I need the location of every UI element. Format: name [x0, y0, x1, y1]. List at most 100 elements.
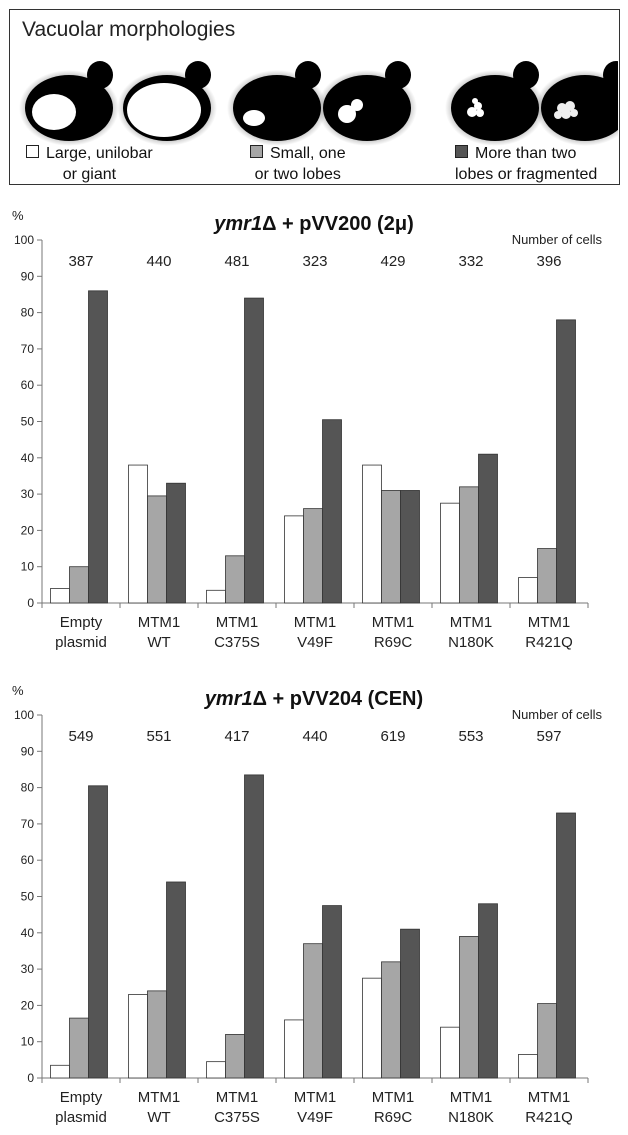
bar [244, 774, 264, 1079]
bar-chart-pvv200: ymr1Δ + pVV200 (2μ)% Number of cells 0 10 20… [12, 208, 603, 651]
bar [166, 881, 186, 1079]
x-tick-label: MTM1 [216, 614, 259, 631]
bar-chart-pvv204: ymr1Δ + pVV204 (CEN)% Number of cells 0 10 2… [12, 683, 603, 1126]
x-tick-label: WT [147, 634, 170, 651]
bar [69, 566, 89, 604]
bar [459, 486, 479, 604]
x-tick-label: N180K [448, 634, 494, 651]
bar [284, 515, 304, 604]
x-tick-label: MTM1 [294, 1089, 337, 1106]
y-tick-label: 40 [21, 926, 35, 940]
bar [518, 577, 538, 604]
legend-item-large-line2: or giant [62, 166, 117, 183]
chart-title-rest: Δ + pVV200 (2μ) [262, 213, 414, 235]
cell-count-label: 323 [302, 253, 327, 270]
y-tick-label: 40 [21, 451, 35, 465]
bar [381, 961, 401, 1079]
x-tick-label: MTM1 [528, 614, 571, 631]
bar [478, 903, 498, 1079]
legend-item-small-line1: Small, one [270, 145, 346, 162]
bar [225, 555, 245, 604]
bar [537, 548, 557, 604]
x-tick-label: Empty [60, 614, 103, 631]
bar [244, 297, 264, 604]
chart-title: ymr1Δ + pVV200 (2μ) [213, 213, 413, 235]
bar [322, 905, 342, 1079]
y-tick-label: 10 [21, 1035, 35, 1049]
bar [518, 1054, 538, 1079]
cell-fragmented-vacuole-2 [535, 61, 618, 146]
x-tick-label: plasmid [55, 1109, 107, 1126]
y-tick-label: 100 [14, 708, 34, 722]
vacuole-cell-illustrations [19, 61, 618, 146]
bar [50, 588, 70, 604]
y-tick-label: 70 [21, 342, 35, 356]
y-tick-label: 0 [27, 1071, 34, 1085]
bar [303, 943, 323, 1079]
legend-box: Vacuolar morphologies [9, 9, 620, 185]
bar [128, 464, 148, 604]
cell-count-label: 553 [458, 728, 483, 745]
cell-count-label: 440 [146, 253, 171, 270]
bar [88, 785, 108, 1079]
cell-count-label: 481 [224, 253, 249, 270]
bar [556, 319, 576, 604]
legend-item-large-line1: Large, unilobar [46, 145, 153, 162]
x-tick-label: C375S [214, 634, 260, 651]
bar [147, 990, 167, 1079]
x-tick-label: MTM1 [450, 1089, 493, 1106]
x-tick-label: V49F [297, 634, 333, 651]
y-tick-label: 70 [21, 817, 35, 831]
chart-title-italic: ymr1 [213, 213, 262, 235]
bar [206, 1061, 226, 1079]
y-tick-label: 90 [21, 269, 35, 283]
x-tick-label: Empty [60, 1089, 103, 1106]
bar [69, 1017, 89, 1079]
y-tick-label: 10 [21, 560, 35, 574]
bar [206, 589, 226, 604]
cell-large-vacuole-2 [117, 61, 217, 146]
cell-count-label: 619 [380, 728, 405, 745]
cell-count-label: 597 [536, 728, 561, 745]
bar [128, 994, 148, 1079]
y-tick-label: 20 [21, 523, 35, 537]
cell-count-label: 332 [458, 253, 483, 270]
cell-count-label: 549 [68, 728, 93, 745]
bar [362, 977, 382, 1079]
chart-title-italic: ymr1 [204, 688, 253, 710]
cell-large-vacuole-1 [19, 61, 119, 146]
bar [88, 290, 108, 604]
legend-item-small: Small, one or two lobes [250, 143, 346, 185]
x-tick-label: MTM1 [216, 1089, 259, 1106]
y-tick-label: 80 [21, 781, 35, 795]
bar [147, 495, 167, 604]
x-tick-label: MTM1 [138, 1089, 181, 1106]
x-tick-label: WT [147, 1109, 170, 1126]
cell-count-label: 396 [536, 253, 561, 270]
y-tick-label: 20 [21, 998, 35, 1012]
chart-title-rest: Δ + pVV204 (CEN) [253, 688, 424, 710]
y-tick-label: 50 [21, 415, 35, 429]
bar [225, 1034, 245, 1079]
bar [362, 464, 382, 604]
legend-item-fragmented-line2: lobes or fragmented [455, 166, 598, 183]
cell-count-label: 429 [380, 253, 405, 270]
x-tick-label: R421Q [525, 634, 573, 651]
x-tick-label: plasmid [55, 634, 107, 651]
legend-title: Vacuolar morphologies [22, 18, 236, 41]
cell-counts-label: Number of cells [512, 707, 603, 722]
bar [322, 419, 342, 604]
chart-title: ymr1Δ + pVV204 (CEN) [204, 688, 423, 710]
y-tick-label: 100 [14, 233, 34, 247]
legend-item-fragmented-line1: More than two [475, 145, 577, 162]
x-tick-label: MTM1 [528, 1089, 571, 1106]
cell-counts-label: Number of cells [512, 232, 603, 247]
y-tick-label: 60 [21, 378, 35, 392]
y-tick-label: 30 [21, 487, 35, 501]
y-tick-label: 0 [27, 596, 34, 610]
x-tick-label: R421Q [525, 1109, 573, 1126]
legend-item-fragmented: More than two lobes or fragmented [455, 143, 597, 185]
y-unit-label: % [12, 683, 24, 698]
bar [166, 482, 186, 604]
x-tick-label: MTM1 [372, 1089, 415, 1106]
